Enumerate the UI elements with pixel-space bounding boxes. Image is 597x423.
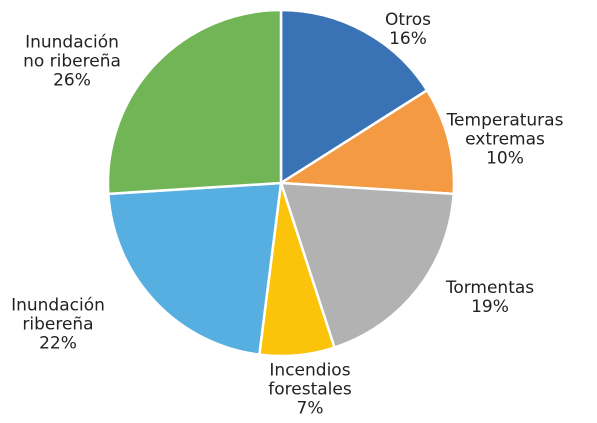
pie-slice (277, 88, 456, 196)
category-label: Tormentas (445, 278, 535, 298)
pie-slice (279, 8, 429, 186)
value-label: 10% (486, 148, 524, 169)
category-label: Inundación ribereña (11, 295, 105, 335)
pie-slice (279, 181, 455, 350)
pie-slice (106, 8, 283, 196)
pie-slice (107, 181, 283, 357)
slice-label: Otros 16% (368, 11, 448, 49)
category-label: Otros (385, 10, 431, 30)
slice-label: Temperaturas extremas 10% (443, 110, 568, 169)
slice-label: Tormentas 19% (425, 279, 555, 317)
value-label: 7% (296, 398, 324, 419)
slice-label: Inundación ribereña 22% (3, 295, 113, 354)
value-label: 22% (39, 333, 77, 354)
slice-label: Inundación no ribereña 26% (13, 32, 131, 91)
category-label: Inundación no ribereña (23, 32, 121, 72)
category-label: Incendios forestales (268, 360, 352, 400)
slice-label: Incendios forestales 7% (258, 360, 363, 419)
value-label: 19% (471, 297, 509, 317)
value-label: 26% (53, 70, 91, 91)
category-label: Temperaturas extremas (446, 110, 564, 150)
value-label: 16% (389, 29, 427, 49)
